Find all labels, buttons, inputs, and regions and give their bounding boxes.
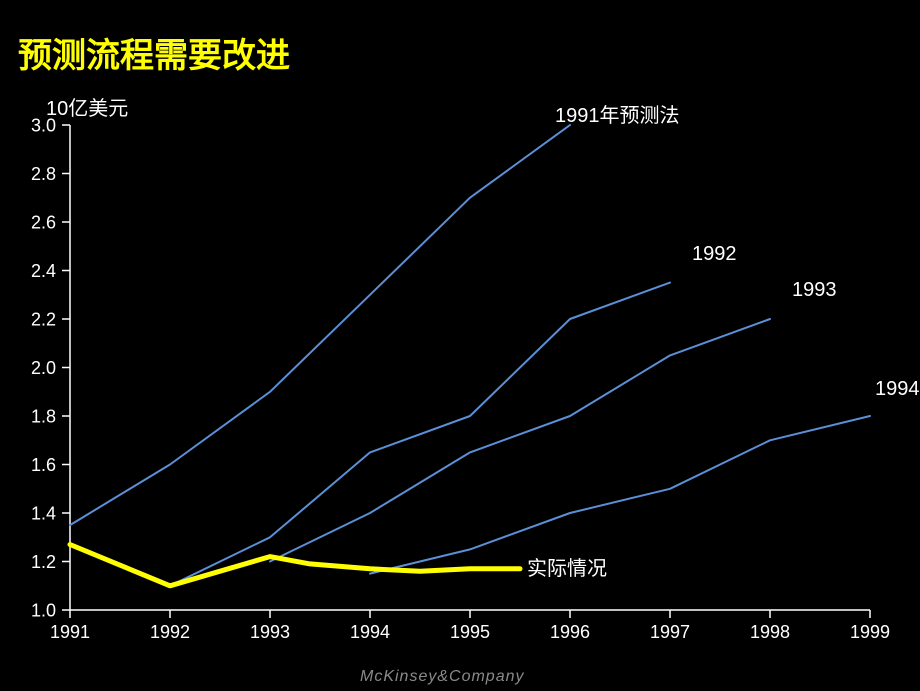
series-label-forecast_1992: 1992 [692, 243, 737, 265]
x-tick-label: 1995 [450, 622, 490, 642]
series-label-forecast_1991: 1991年预测法 [555, 104, 680, 127]
y-tick-label: 2.6 [31, 212, 56, 232]
y-tick-label: 1.2 [31, 552, 56, 572]
y-tick-label: 1.8 [31, 406, 56, 426]
x-tick-label: 1994 [350, 622, 390, 642]
series-forecast_1992 [170, 283, 670, 586]
slide-container: { "background_color": "#000000", "text_c… [0, 0, 920, 691]
y-tick-label: 1.4 [31, 503, 56, 523]
x-tick-label: 1997 [650, 622, 690, 642]
y-tick-label: 2.8 [31, 164, 56, 184]
series-label-forecast_1993: 1993 [792, 279, 837, 301]
x-tick-label: 1996 [550, 622, 590, 642]
x-tick-label: 1999 [850, 622, 890, 642]
y-tick-label: 2.4 [31, 261, 56, 281]
series-label-actual: 实际情况 [527, 557, 607, 580]
y-tick-label: 1.0 [31, 600, 56, 620]
y-tick-label: 2.0 [31, 358, 56, 378]
x-tick-label: 1998 [750, 622, 790, 642]
series-label-forecast_1994: 1994 [875, 378, 920, 400]
x-tick-label: 1991 [50, 622, 90, 642]
forecast-line-chart: 1.0 1.2 1.4 1.6 1.8 2.0 2.2 2.4 2.6 2.8 3.0 1991 199… [0, 0, 920, 691]
y-tick-label: 3.0 [31, 115, 56, 135]
x-tick-label: 1993 [250, 622, 290, 642]
y-tick-label: 2.2 [31, 309, 56, 329]
x-tick-label: 1992 [150, 622, 190, 642]
series-actual [70, 545, 520, 586]
series-forecast_1993 [270, 319, 770, 562]
series-forecast_1994 [370, 416, 870, 574]
y-tick-label: 1.6 [31, 455, 56, 475]
series-forecast_1991 [70, 125, 570, 525]
footer-brand: McKinsey&Company [360, 668, 525, 686]
